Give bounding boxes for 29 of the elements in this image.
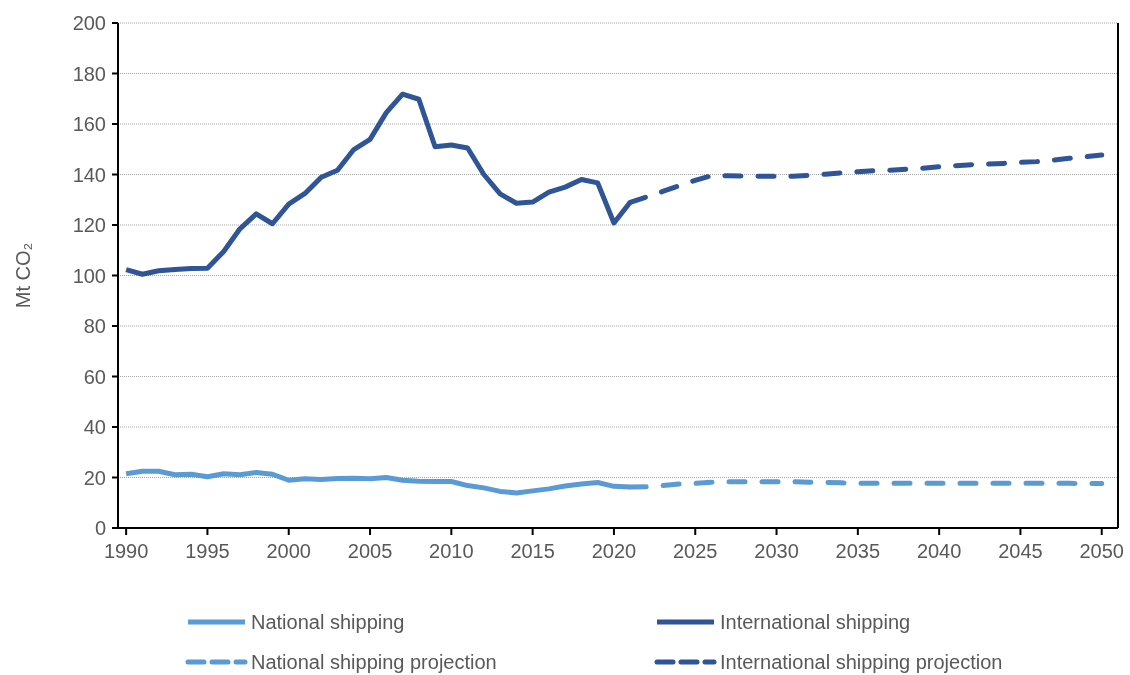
legend-label: National shipping: [251, 611, 405, 633]
x-tick-label: 2005: [347, 540, 393, 562]
x-tick-label: 2035: [835, 540, 881, 562]
x-tick-label: 2010: [429, 540, 474, 562]
x-tick-label: 2020: [591, 540, 637, 562]
x-tick-label: 1995: [185, 540, 230, 562]
y-tick-label: 60: [83, 365, 106, 388]
x-tick-label: 2050: [1079, 540, 1124, 562]
x-tick-label: 2040: [916, 540, 962, 562]
y-tick-label: 40: [83, 416, 106, 438]
x-tick-label: 2045: [998, 540, 1043, 562]
y-tick-label: 180: [72, 62, 106, 85]
y-tick-label: 80: [83, 315, 106, 337]
legend-label: National shipping projection: [251, 651, 497, 673]
y-tick-label: 140: [72, 163, 106, 186]
y-tick-label: 120: [72, 214, 106, 236]
legend-label: International shipping: [720, 611, 911, 633]
y-tick-label: 20: [83, 466, 106, 489]
y-tick-label: 200: [72, 12, 106, 34]
x-tick-label: 2015: [510, 540, 555, 562]
legend-label: International shipping projection: [720, 651, 1003, 673]
x-tick-label: 2030: [754, 540, 799, 562]
y-tick-label: 100: [72, 264, 106, 287]
y-axis-title: Mt CO₂: [12, 242, 34, 309]
x-tick-label: 2025: [672, 540, 718, 562]
y-tick-label: 160: [72, 113, 106, 135]
x-tick-label: 2000: [266, 540, 311, 562]
y-tick-label: 0: [94, 517, 106, 539]
x-tick-label: 1990: [103, 540, 149, 562]
